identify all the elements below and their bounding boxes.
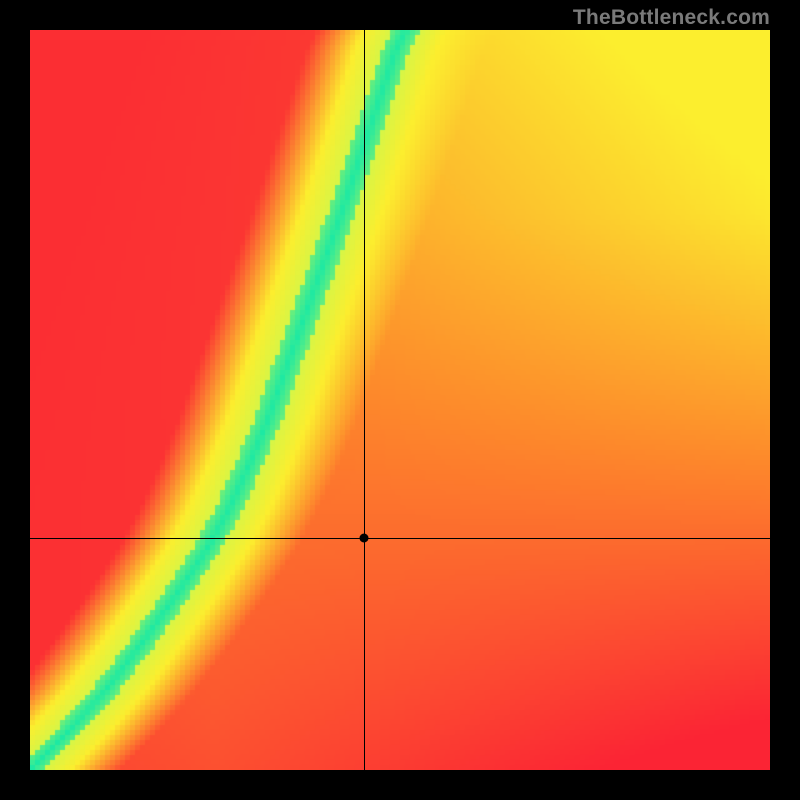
- plot-area: [30, 30, 770, 770]
- crosshair-horizontal: [30, 538, 770, 539]
- crosshair-vertical: [364, 30, 365, 770]
- watermark-text: TheBottleneck.com: [573, 6, 770, 30]
- data-point-marker: [360, 534, 369, 543]
- chart-container: TheBottleneck.com: [0, 0, 800, 800]
- heatmap-canvas: [30, 30, 770, 770]
